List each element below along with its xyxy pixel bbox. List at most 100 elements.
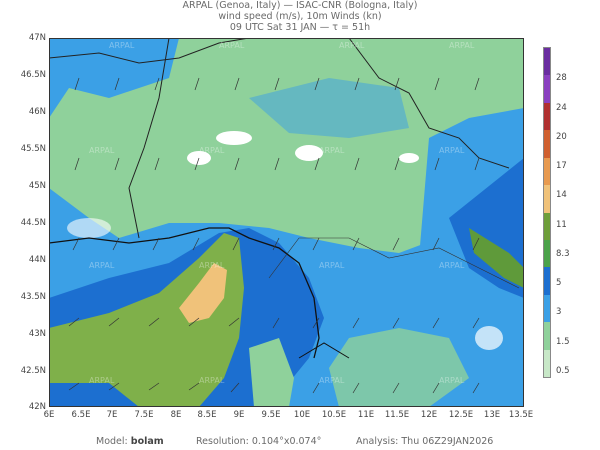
wind-area-adriatic — [419, 108, 524, 258]
watermark: ARPAL — [319, 376, 345, 385]
watermark: ARPAL — [109, 41, 135, 50]
calm-area — [67, 218, 111, 238]
calm-area — [399, 153, 419, 163]
colorbar-label: 20 — [556, 132, 567, 142]
model-label: Model: — [96, 436, 128, 447]
colorbar-segment — [544, 102, 550, 131]
colorbar-segment — [544, 212, 550, 241]
watermarks: ARPAL ARPAL ARPAL ARPAL ARPAL ARPAL ARPA… — [89, 41, 475, 385]
watermark: ARPAL — [439, 261, 465, 270]
wind-barbs — [68, 77, 480, 394]
lat-label: 43N — [28, 329, 46, 339]
wind-max-area — [179, 263, 227, 323]
lat-label: 42N — [28, 402, 46, 412]
colorbar-segment — [544, 239, 550, 268]
lon-label: 9E — [233, 410, 245, 420]
lon-label: 10E — [293, 410, 311, 420]
footer-model: Model: bolam — [96, 436, 164, 447]
colorbar-label: 24 — [556, 103, 567, 113]
watermark: ARPAL — [339, 41, 365, 50]
lon-label: 11.5E — [384, 410, 410, 420]
watermark: ARPAL — [319, 146, 345, 155]
model-value: bolam — [130, 436, 164, 447]
colorbar-segment — [544, 185, 550, 213]
lon-label: 13E — [483, 410, 501, 420]
watermark: ARPAL — [219, 41, 245, 50]
watermark: ARPAL — [439, 376, 465, 385]
colorbar-segment — [544, 130, 550, 159]
analysis-label: Analysis: — [356, 436, 399, 447]
color-bar — [543, 47, 551, 378]
watermark: ARPAL — [89, 146, 115, 155]
lon-label: 12.5E — [448, 410, 474, 420]
footer-resolution: Resolution: 0.104°x0.074° — [196, 436, 321, 447]
lat-label: 43.5N — [20, 292, 46, 302]
colorbar-label: 28 — [556, 73, 567, 83]
wind-map: ARPAL ARPAL ARPAL ARPAL ARPAL ARPAL ARPA… — [49, 38, 524, 407]
watermark: ARPAL — [319, 261, 345, 270]
colorbar-label: 1.5 — [556, 337, 570, 347]
colorbar-label: 17 — [556, 161, 567, 171]
lat-label: 42.5N — [20, 366, 46, 376]
wind-area-nw — [49, 38, 179, 118]
lat-label: 44.5N — [20, 218, 46, 228]
region-borders — [268, 237, 520, 289]
colorbar-label: 14 — [556, 190, 567, 200]
lon-label: 10.5E — [321, 410, 347, 420]
colorbar-label: 11 — [556, 220, 567, 230]
watermark: ARPAL — [199, 146, 225, 155]
corsica — [249, 338, 294, 407]
wind-area-olive — [49, 233, 244, 407]
resolution-value: 0.104°x0.074° — [251, 436, 322, 447]
colorbar-label: 0.5 — [556, 366, 570, 376]
lon-label: 8E — [170, 410, 182, 420]
coastline — [49, 227, 320, 359]
lat-label: 45N — [28, 181, 46, 191]
lon-label: 8.5E — [197, 410, 217, 420]
colorbar-segment — [544, 294, 550, 323]
watermark: ARPAL — [199, 261, 225, 270]
lat-label: 45.5N — [20, 144, 46, 154]
lon-label: 9.5E — [261, 410, 281, 420]
lon-label: 11E — [357, 410, 375, 420]
watermark: ARPAL — [89, 261, 115, 270]
lon-label: 7.5E — [134, 410, 154, 420]
colorbar-label: 8.3 — [556, 249, 570, 259]
analysis-value: Thu 06Z29JAN2026 — [401, 436, 494, 447]
map-valid-time: 09 UTC Sat 31 JAN — τ = 51h — [229, 22, 371, 33]
resolution-label: Resolution: — [196, 436, 249, 447]
elba-coast — [298, 342, 350, 359]
watermark: ARPAL — [449, 41, 475, 50]
calm-area — [295, 145, 323, 161]
lat-label: 46N — [28, 107, 46, 117]
calm-area — [216, 131, 252, 145]
colorbar-segment — [544, 157, 550, 186]
lon-label: 7E — [106, 410, 118, 420]
lat-label: 46.5N — [20, 70, 46, 80]
colorbar-segment — [544, 267, 550, 296]
wind-map-canvas: ARPAL ARPAL ARPAL ARPAL ARPAL ARPAL ARPA… — [49, 38, 524, 407]
border-north — [49, 38, 250, 64]
lat-label: 47N — [28, 33, 46, 43]
watermark: ARPAL — [439, 146, 465, 155]
colorbar-segment — [544, 322, 550, 351]
wind-area-north — [249, 78, 409, 138]
lon-label: 6.5E — [71, 410, 91, 420]
border-france — [128, 38, 170, 239]
lon-label: 13.5E — [508, 410, 534, 420]
lon-label: 6E — [43, 410, 55, 420]
colorbar-label: 3 — [556, 307, 562, 317]
footer-analysis: Analysis: Thu 06Z29JAN2026 — [356, 436, 493, 447]
lon-label: 12E — [420, 410, 438, 420]
colorbar-segment — [544, 75, 550, 104]
map-subtitle: wind speed (m/s), 10m Winds (kn) — [218, 11, 382, 22]
colorbar-segment — [544, 349, 550, 378]
map-title: ARPAL (Genoa, Italy) — ISAC-CNR (Bologna… — [182, 0, 418, 11]
colorbar-segment — [544, 48, 550, 76]
colorbar-label: 5 — [556, 278, 562, 288]
tuscany-land — [329, 328, 469, 407]
watermark: ARPAL — [89, 376, 115, 385]
map-frame — [49, 38, 524, 407]
watermark: ARPAL — [199, 376, 225, 385]
wind-area-adriatic-olive — [469, 228, 524, 288]
